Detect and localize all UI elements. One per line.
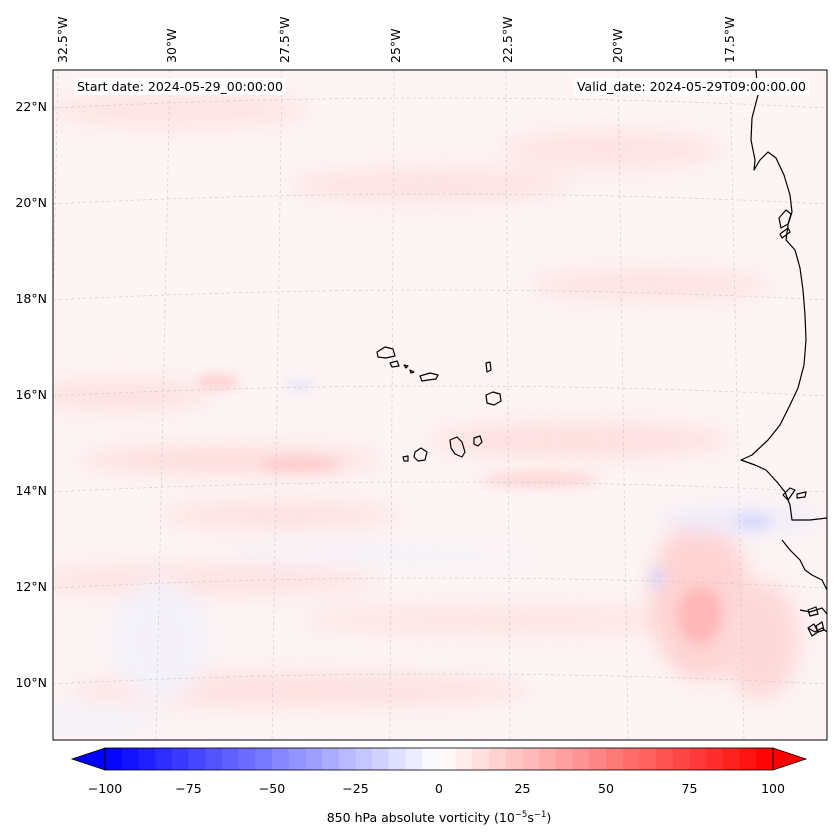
colorbar-tick-label: 100 <box>761 781 785 796</box>
lon-label: 27.5°W <box>277 17 292 63</box>
colorbar-segment <box>305 748 323 770</box>
lon-label: 22.5°W <box>500 17 515 63</box>
lon-label: 17.5°W <box>722 17 737 63</box>
colorbar-segment <box>355 748 373 770</box>
colorbar-segment <box>656 748 674 770</box>
cape-verde-santo-antao <box>376 346 396 359</box>
colorbar-tick-label: −50 <box>259 781 285 796</box>
colorbar-segment <box>288 748 306 770</box>
colorbar-segment <box>622 748 640 770</box>
vorticity-field <box>53 92 820 734</box>
colorbar-segment <box>138 748 156 770</box>
lat-label: 20°N <box>15 195 47 210</box>
colorbar-tick-label: 75 <box>682 781 698 796</box>
map-frame <box>52 69 828 741</box>
lon-label: 20°W <box>610 28 625 63</box>
colorbar-tick-label: −100 <box>88 781 122 796</box>
colorbar-extend-min <box>70 747 106 771</box>
colorbar-segment <box>155 748 173 770</box>
colorbar-segment <box>255 748 273 770</box>
start-date-label: Start date: 2024-05-29_00:00:00 <box>74 78 286 95</box>
colorbar-segment <box>706 748 724 770</box>
colorbar-segment <box>322 748 340 770</box>
colorbar-segment <box>422 748 440 770</box>
colorbar-segment <box>455 748 473 770</box>
lon-label: 25°W <box>388 28 403 63</box>
graticule <box>53 70 827 740</box>
colorbar-tick-label: −25 <box>342 781 368 796</box>
colorbar-segment <box>722 748 741 770</box>
colorbar-segment <box>472 748 490 770</box>
colorbar-segment <box>188 748 206 770</box>
colorbar-segment <box>171 748 190 770</box>
lon-label: 32.5°W <box>55 17 70 63</box>
colorbar-segment <box>606 748 624 770</box>
colorbar-segment <box>205 748 223 770</box>
colorbar-segment <box>372 748 390 770</box>
colorbar-segment <box>572 748 590 770</box>
colorbar-segment <box>405 748 423 770</box>
longitude-labels: 32.5°W 30°W 27.5°W 25°W 22.5°W 20°W 17.5… <box>55 17 737 63</box>
colorbar-segment <box>388 748 407 770</box>
colorbar-segment <box>489 748 507 770</box>
colorbar-ticks: −100 −75 −50 −25 0 25 50 75 100 <box>88 781 785 796</box>
colorbar-outline <box>104 747 774 771</box>
lat-label: 18°N <box>15 291 47 306</box>
colorbar-label: 850 hPa absolute vorticity (10−5s−1) <box>327 810 552 825</box>
colorbar-segment <box>589 748 607 770</box>
colorbar-segment <box>672 748 691 770</box>
colorbar-segment <box>756 748 774 770</box>
colorbar-segment <box>105 748 123 770</box>
lat-label: 16°N <box>15 387 47 402</box>
colorbar-tick-label: 0 <box>435 781 443 796</box>
colorbar-extend-max <box>772 747 808 771</box>
colorbar-segment <box>639 748 657 770</box>
colorbar-segment <box>338 748 357 770</box>
colorbar-tick-label: −75 <box>175 781 201 796</box>
colorbar-segment <box>272 748 290 770</box>
colorbar: −100 −75 −50 −25 0 25 50 75 100 850 hPa … <box>70 747 808 825</box>
colorbar-segment <box>522 748 540 770</box>
colorbar-segment <box>121 748 139 770</box>
colorbar-tick-label: 50 <box>598 781 614 796</box>
colorbar-segments <box>105 748 774 770</box>
africa-coastline <box>740 70 827 633</box>
coastlines <box>376 70 827 637</box>
lat-label: 12°N <box>15 579 47 594</box>
colorbar-segment <box>739 748 757 770</box>
colorbar-segment <box>238 748 256 770</box>
colorbar-segment <box>555 748 574 770</box>
valid-date-label: Valid_date: 2024-05-29T09:00:00.00 <box>573 78 809 95</box>
colorbar-segment <box>539 748 557 770</box>
colorbar-segment <box>439 748 457 770</box>
lat-label: 22°N <box>15 99 47 114</box>
colorbar-segment <box>689 748 707 770</box>
lon-label: 30°W <box>164 28 179 63</box>
colorbar-segment <box>221 748 240 770</box>
lat-label: 10°N <box>15 675 47 690</box>
colorbar-segment <box>505 748 524 770</box>
latitude-labels: 22°N 20°N 18°N 16°N 14°N 12°N 10°N <box>15 99 47 690</box>
colorbar-tick-label: 25 <box>515 781 531 796</box>
lat-label: 14°N <box>15 483 47 498</box>
